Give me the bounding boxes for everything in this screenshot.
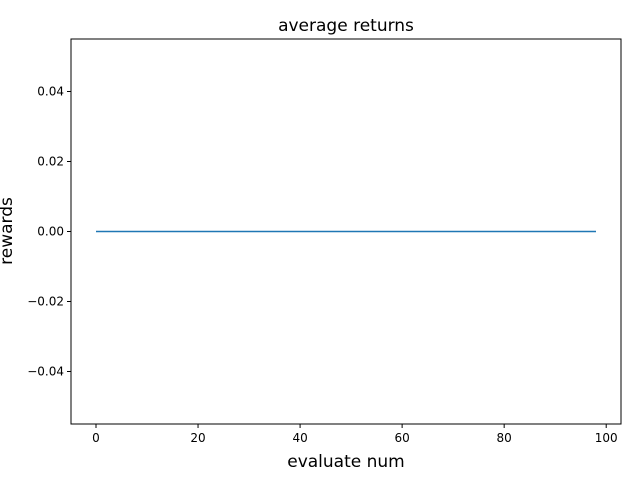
chart-title: average returns (278, 16, 414, 36)
y-tick-label: −0.02 (27, 295, 64, 309)
x-tick-label: 0 (92, 431, 100, 445)
x-axis: 0 20 40 60 80 100 (92, 424, 618, 445)
y-tick-label: 0.00 (37, 225, 64, 239)
x-tick-label: 60 (394, 431, 409, 445)
x-tick-label: 40 (292, 431, 307, 445)
y-axis-label: rewards (0, 197, 17, 265)
x-tick-label: 100 (595, 431, 618, 445)
y-axis: −0.04 −0.02 0.00 0.02 0.04 (27, 85, 71, 379)
y-tick-label: 0.04 (37, 85, 64, 99)
y-tick-label: −0.04 (27, 365, 64, 379)
y-tick-label: 0.02 (37, 155, 64, 169)
x-tick-label: 80 (497, 431, 512, 445)
x-tick-label: 20 (190, 431, 205, 445)
x-axis-label: evaluate num (287, 452, 405, 472)
